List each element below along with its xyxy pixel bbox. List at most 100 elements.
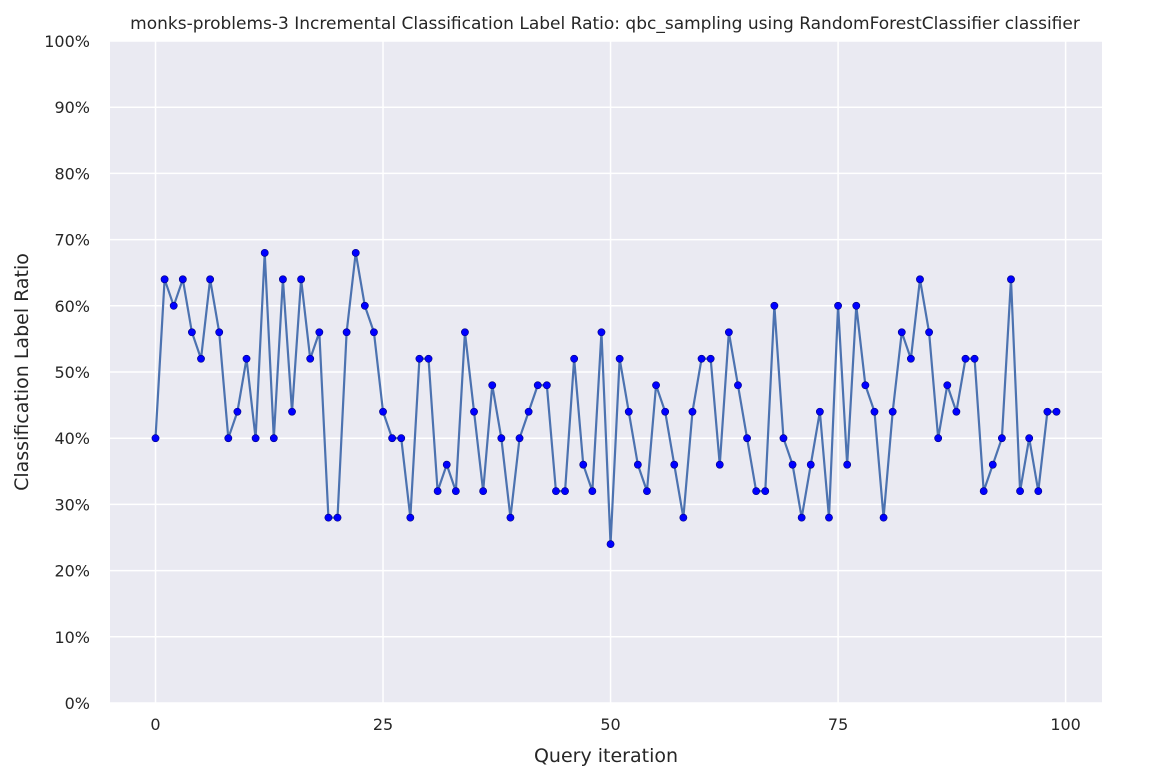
data-point <box>197 354 205 363</box>
data-point <box>279 275 287 284</box>
data-point <box>288 407 296 416</box>
data-point <box>461 328 469 337</box>
data-point <box>260 248 269 257</box>
data-point <box>360 301 369 310</box>
data-point <box>633 460 642 469</box>
data-point <box>442 460 451 469</box>
y-tick-label: 100% <box>44 32 90 51</box>
data-point <box>588 487 597 496</box>
data-point <box>206 275 215 284</box>
data-point <box>825 513 833 522</box>
data-point <box>916 275 924 284</box>
data-point <box>497 434 506 443</box>
y-tick-label: 90% <box>54 98 90 117</box>
data-point <box>251 434 260 443</box>
data-point <box>788 460 797 469</box>
grid-lines <box>110 40 1102 704</box>
data-point <box>315 328 324 337</box>
data-point <box>406 513 415 522</box>
data-point <box>333 513 342 522</box>
data-point <box>1043 407 1052 416</box>
y-tick-label: 20% <box>54 562 90 581</box>
data-point <box>997 434 1006 443</box>
data-point <box>670 460 679 469</box>
data-point <box>533 381 542 390</box>
data-point <box>952 407 961 416</box>
data-point <box>988 460 997 469</box>
data-point <box>552 487 560 496</box>
data-point <box>597 328 606 337</box>
data-point <box>160 275 169 284</box>
data-point <box>433 487 442 496</box>
data-point <box>606 540 615 549</box>
x-axis-ticks: 0 25 50 75 100 <box>150 715 1080 734</box>
data-point <box>233 407 242 416</box>
data-point <box>178 275 187 284</box>
data-point <box>815 407 824 416</box>
data-point <box>624 407 633 416</box>
data-point <box>779 434 788 443</box>
data-point <box>897 328 906 337</box>
data-point <box>388 434 397 443</box>
data-point <box>861 381 870 390</box>
data-point <box>870 407 879 416</box>
data-point <box>242 354 251 363</box>
data-point <box>715 460 724 469</box>
data-point <box>879 513 888 522</box>
data-point <box>224 434 233 443</box>
data-point <box>424 354 433 363</box>
data-point <box>479 487 488 496</box>
y-tick-label: 60% <box>54 297 90 316</box>
data-point <box>761 487 770 496</box>
data-point <box>706 354 715 363</box>
x-tick-label: 25 <box>373 715 393 734</box>
x-tick-label: 75 <box>828 715 848 734</box>
data-point <box>925 328 933 337</box>
data-point <box>688 407 697 416</box>
data-point <box>697 354 706 363</box>
data-point <box>1034 487 1043 496</box>
data-point <box>661 407 670 416</box>
data-point <box>943 381 952 390</box>
y-tick-label: 0% <box>65 694 90 713</box>
data-point <box>451 487 460 496</box>
data-point <box>724 328 733 337</box>
data-point <box>415 354 424 363</box>
data-point <box>542 381 551 390</box>
series-line <box>154 252 1057 545</box>
y-axis-ticks: 0% 10% 20% 30% 40% 50% 60% 70% 80% 90% 100% <box>44 32 90 713</box>
data-point <box>752 487 761 496</box>
x-tick-label: 100 <box>1050 715 1081 734</box>
data-point <box>188 328 196 337</box>
data-point <box>934 434 943 443</box>
data-point <box>506 513 515 522</box>
data-point <box>570 354 579 363</box>
data-point <box>370 328 378 337</box>
data-point <box>269 434 278 443</box>
data-point <box>342 328 351 337</box>
data-point <box>888 407 897 416</box>
data-point <box>770 301 779 310</box>
data-point <box>843 460 852 469</box>
chart-title: monks-problems-3 Incremental Classificat… <box>130 14 1080 34</box>
data-point <box>488 381 497 390</box>
data-point <box>515 434 524 443</box>
data-point <box>151 434 160 443</box>
data-point <box>906 354 915 363</box>
data-point <box>306 354 315 363</box>
y-tick-label: 10% <box>54 628 90 647</box>
data-point <box>970 354 979 363</box>
y-tick-label: 40% <box>54 429 90 448</box>
data-point <box>1052 407 1061 416</box>
data-point <box>397 434 406 443</box>
data-point <box>797 513 806 522</box>
data-point <box>643 487 651 496</box>
data-point <box>679 513 688 522</box>
data-point <box>351 248 360 257</box>
y-tick-label: 50% <box>54 363 90 382</box>
y-tick-label: 70% <box>54 231 90 250</box>
y-tick-label: 30% <box>54 495 90 514</box>
x-tick-label: 0 <box>150 715 160 734</box>
data-point <box>743 434 751 443</box>
data-point <box>1007 275 1015 284</box>
